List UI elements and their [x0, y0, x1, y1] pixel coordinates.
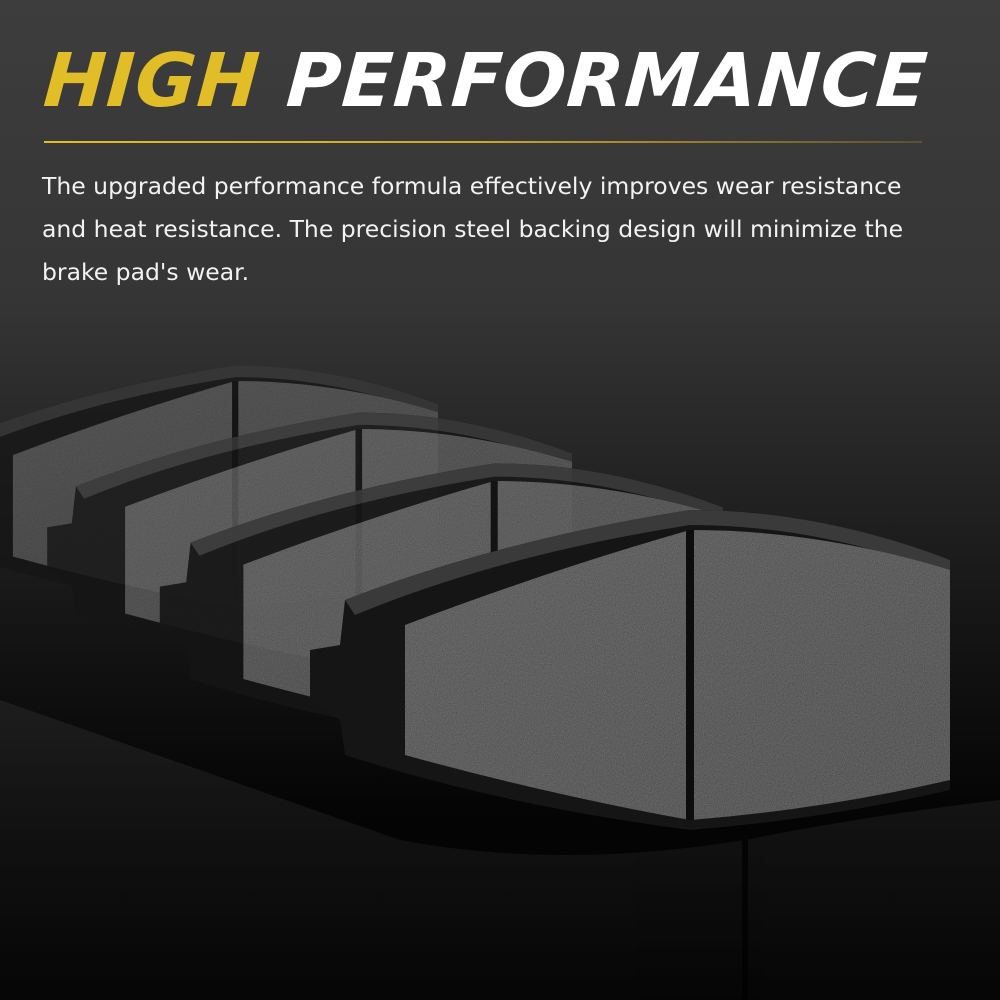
divider [44, 141, 922, 143]
reflection [0, 700, 1000, 1000]
description: The upgraded performance formula effecti… [42, 172, 904, 286]
